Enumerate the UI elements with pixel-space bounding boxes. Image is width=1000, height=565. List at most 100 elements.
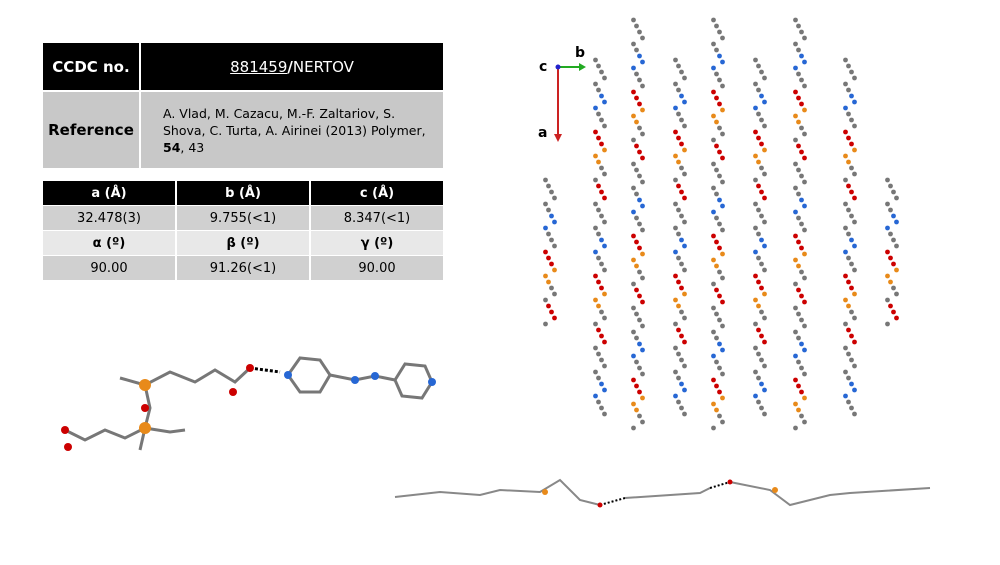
cell-text: β (º) xyxy=(226,235,260,251)
atom xyxy=(762,387,767,393)
atom xyxy=(799,269,804,275)
atom xyxy=(802,251,807,257)
atom xyxy=(753,249,758,255)
atom xyxy=(711,65,716,71)
atom xyxy=(679,381,684,387)
atom xyxy=(596,231,601,237)
atom xyxy=(759,309,764,315)
atom xyxy=(599,117,604,123)
atom xyxy=(631,233,636,239)
atom xyxy=(753,81,758,87)
atom xyxy=(682,267,687,273)
atom xyxy=(796,239,801,245)
molecule xyxy=(64,356,434,451)
cell-text: a (Å) xyxy=(91,185,127,201)
atom xyxy=(799,77,804,83)
atom xyxy=(793,161,798,167)
atom xyxy=(759,165,764,171)
ccdc-number[interactable]: 881459 xyxy=(230,57,288,76)
atom xyxy=(756,87,761,93)
atom xyxy=(543,201,548,207)
atom xyxy=(793,305,798,311)
atom xyxy=(753,153,758,159)
cell-text: 8.347(<1) xyxy=(343,210,411,226)
atom xyxy=(717,365,722,371)
atom xyxy=(852,195,857,201)
atom xyxy=(852,411,857,417)
atom xyxy=(673,297,678,303)
atom xyxy=(676,159,681,165)
text: Reference xyxy=(48,121,134,139)
atom xyxy=(793,233,798,239)
atom xyxy=(552,195,557,201)
atom xyxy=(637,101,642,107)
atom xyxy=(596,255,601,261)
atom xyxy=(843,249,848,255)
atom xyxy=(843,393,848,399)
atom xyxy=(756,135,761,141)
atom xyxy=(849,189,854,195)
atom xyxy=(679,237,684,243)
atom xyxy=(849,69,854,75)
atom xyxy=(717,53,722,59)
atom xyxy=(756,159,761,165)
atom xyxy=(753,345,758,351)
atom xyxy=(640,395,645,401)
atom xyxy=(852,339,857,345)
atom xyxy=(796,335,801,341)
atom xyxy=(634,95,639,101)
atom xyxy=(679,405,684,411)
atom xyxy=(673,345,678,351)
molecule-atoms xyxy=(61,364,436,451)
atom xyxy=(888,231,893,237)
atom xyxy=(802,323,807,329)
atom xyxy=(640,131,645,137)
atom xyxy=(720,299,725,305)
atom xyxy=(593,105,598,111)
atom xyxy=(717,341,722,347)
atom xyxy=(552,243,557,249)
atom xyxy=(717,245,722,251)
atom xyxy=(640,203,645,209)
atom xyxy=(843,105,848,111)
atom xyxy=(634,407,639,413)
atom xyxy=(885,201,890,207)
atom xyxy=(714,71,719,77)
atom xyxy=(759,237,764,243)
atom xyxy=(753,225,758,231)
atom xyxy=(793,113,798,119)
atom xyxy=(756,111,761,117)
atom xyxy=(714,95,719,101)
atom xyxy=(720,131,725,137)
atom xyxy=(762,75,767,81)
atom xyxy=(637,365,642,371)
atom xyxy=(759,261,764,267)
atom xyxy=(673,273,678,279)
atom xyxy=(799,245,804,251)
atom xyxy=(720,83,725,89)
atom xyxy=(714,239,719,245)
atom xyxy=(759,213,764,219)
atom xyxy=(637,53,642,59)
atom xyxy=(546,183,551,189)
atom xyxy=(802,395,807,401)
atom xyxy=(885,321,890,327)
atom xyxy=(682,363,687,369)
atom xyxy=(802,83,807,89)
atom xyxy=(549,237,554,243)
atom xyxy=(753,105,758,111)
atom xyxy=(679,357,684,363)
atom xyxy=(891,285,896,291)
atom xyxy=(849,381,854,387)
atom xyxy=(762,147,767,153)
atom xyxy=(673,249,678,255)
atom xyxy=(593,297,598,303)
atom xyxy=(679,69,684,75)
atom xyxy=(796,95,801,101)
atom xyxy=(599,357,604,363)
atom xyxy=(852,267,857,273)
atom xyxy=(602,291,607,297)
atom xyxy=(596,135,601,141)
atom xyxy=(637,173,642,179)
atom xyxy=(546,255,551,261)
